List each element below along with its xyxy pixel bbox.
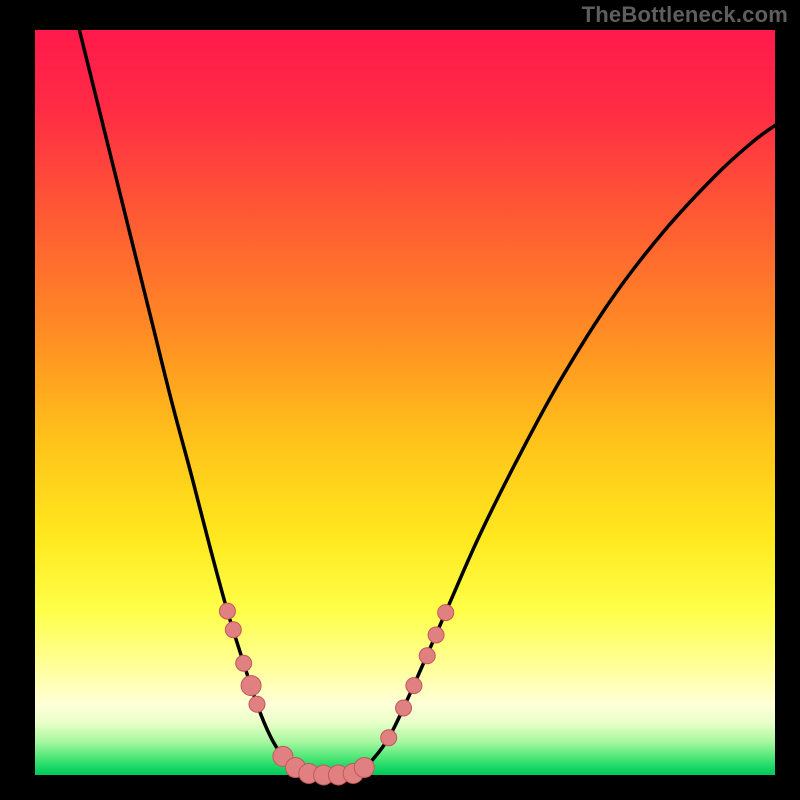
curve-layer [35,30,775,775]
data-marker [396,700,412,716]
data-marker [354,758,374,778]
data-marker [438,605,454,621]
data-marker [249,696,265,712]
data-marker [225,622,241,638]
data-marker [428,627,444,643]
watermark-text: TheBottleneck.com [582,2,788,28]
data-marker [219,603,235,619]
data-marker [236,655,252,671]
data-marker [381,730,397,746]
data-marker [241,676,261,696]
chart-container: TheBottleneck.com [0,0,800,800]
data-marker [419,648,435,664]
data-marker [406,678,422,694]
plot-area [35,30,775,775]
